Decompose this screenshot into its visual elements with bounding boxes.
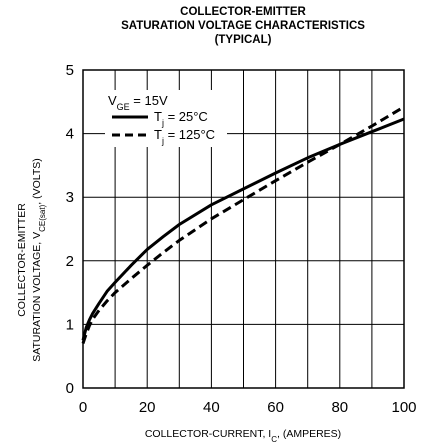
x-tick-label: 0 — [79, 399, 87, 416]
x-tick-label: 20 — [139, 399, 156, 416]
x-tick-label: 100 — [391, 399, 416, 416]
y-tick-label: 2 — [66, 253, 74, 270]
y-tick-label: 0 — [66, 380, 74, 397]
x-tick-labels: 0 20 40 60 80 100 — [79, 399, 417, 416]
x-tick-label: 80 — [331, 399, 348, 416]
y-tick-label: 3 — [66, 189, 74, 206]
chart-title-line-1: COLLECTOR-EMITTER — [180, 6, 306, 18]
legend-condition: VGE = 15V — [108, 93, 168, 112]
series-group — [81, 105, 405, 344]
y-tick-label: 4 — [66, 126, 74, 143]
x-axis-label: COLLECTOR-CURRENT, IC, (AMPERES) — [145, 428, 341, 442]
chart-title-line-3: (TYPICAL) — [215, 34, 272, 46]
chart-title: COLLECTOR-EMITTER SATURATION VOLTAGE CHA… — [121, 6, 365, 46]
chart-title-line-2: SATURATION VOLTAGE CHARACTERISTICS — [121, 20, 365, 32]
y-tick-label: 5 — [66, 62, 74, 79]
legend-label-125c: Tj = 125°C — [154, 127, 215, 146]
x-tick-label: 60 — [267, 399, 284, 416]
series-line-25c — [81, 117, 405, 341]
y-axis-label: COLLECTOR-EMITTER SATURATION VOLTAGE, VC… — [16, 158, 47, 362]
y-axis-label-line-2: SATURATION VOLTAGE, VCE(sat), (VOLTS) — [31, 158, 47, 362]
y-axis-label-line-1: COLLECTOR-EMITTER — [16, 203, 28, 317]
plot-frame — [82, 69, 405, 389]
legend: VGE = 15V Tj = 25°C Tj = 125°C — [105, 90, 227, 147]
legend-label-25c: Tj = 25°C — [154, 109, 208, 128]
x-tick-label: 40 — [203, 399, 220, 416]
series-line-125c — [81, 105, 405, 344]
y-tick-label: 1 — [66, 316, 74, 333]
y-tick-labels: 0 1 2 3 4 5 — [66, 62, 74, 397]
